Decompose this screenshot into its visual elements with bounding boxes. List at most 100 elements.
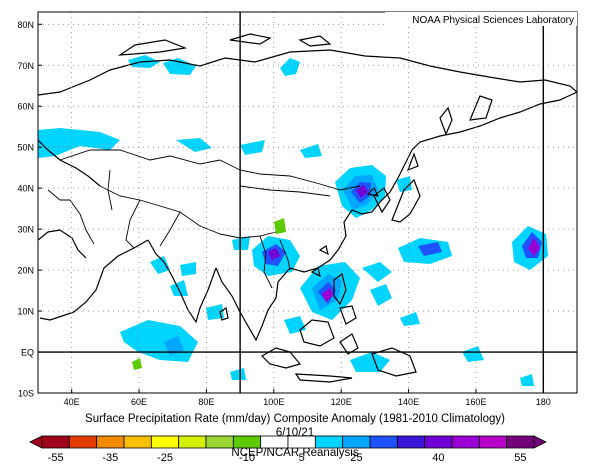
country-border	[107, 169, 113, 211]
coastline	[439, 106, 453, 136]
credit-text: NOAA Physical Sciences Laboratory	[412, 15, 574, 26]
colorbar-label: -55	[48, 452, 64, 464]
coastline	[261, 347, 302, 369]
anomaly-area	[163, 58, 196, 75]
colorbar-swatch	[260, 435, 289, 449]
reference-lines	[38, 12, 577, 393]
colorbar-swatch	[68, 435, 98, 449]
lat-label: 30N	[17, 225, 34, 235]
colorbar-swatch	[205, 435, 234, 449]
lat-label: EQ	[21, 348, 34, 358]
lat-label: 80N	[17, 20, 34, 30]
longitude-labels: 40E 60E 80E 100E 120E 140E 160E 180	[64, 389, 551, 407]
country-border	[259, 235, 273, 289]
country-border	[99, 185, 221, 235]
border-layer	[47, 149, 361, 289]
figure-source: NCEP/NCAR Reanalysis	[231, 447, 358, 459]
anomaly-area	[418, 242, 442, 256]
coastline	[294, 373, 353, 383]
anomaly-area	[232, 236, 250, 250]
anomaly-area	[206, 304, 224, 320]
lat-label: 50N	[17, 143, 34, 153]
lat-label: 20N	[17, 266, 34, 276]
anomaly-area	[400, 312, 420, 326]
anomaly-area	[274, 218, 286, 234]
colorbar-label: 25	[350, 452, 362, 464]
country-border	[239, 185, 331, 197]
colorbar-swatch	[41, 435, 70, 449]
anomaly-area	[38, 128, 120, 158]
country-border	[125, 199, 141, 249]
anomaly-area	[280, 58, 300, 76]
colorbar-swatch	[150, 435, 180, 449]
coastline	[298, 35, 332, 47]
anomaly-area	[370, 284, 392, 306]
lon-label: 120E	[331, 397, 352, 407]
anomaly-area	[164, 336, 184, 356]
colorbar-swatch	[396, 435, 426, 449]
anomaly-area	[284, 316, 306, 334]
colorbar	[29, 435, 547, 449]
colorbar-left-arrow	[29, 435, 43, 449]
figure-title: Surface Precipitation Rate (mm/day) Comp…	[85, 413, 505, 425]
colorbar-label: 55	[514, 452, 526, 464]
anomaly-area	[300, 144, 322, 158]
anomaly-area	[268, 248, 280, 260]
colorbar-swatch	[451, 435, 480, 449]
coastline	[391, 178, 421, 223]
coastline	[229, 33, 272, 45]
colorbar-right-arrow	[533, 435, 547, 449]
map-frame	[37, 11, 578, 394]
country-border	[159, 211, 181, 247]
coastline	[147, 239, 217, 324]
lat-label: 60N	[17, 102, 34, 112]
anomaly-area	[120, 320, 198, 362]
lon-label: 180	[536, 397, 551, 407]
country-border	[279, 239, 291, 271]
colorbar-label: 5	[299, 452, 305, 464]
anomaly-area	[132, 358, 142, 370]
coastline	[339, 305, 357, 325]
anomaly-area	[322, 288, 333, 302]
coastline	[406, 152, 419, 172]
coastline	[318, 245, 329, 256]
precipitation-anomaly-layer	[38, 55, 548, 386]
colorbar-swatch	[287, 435, 316, 449]
coastline	[333, 272, 347, 306]
colorbar-swatch	[232, 435, 262, 449]
coastline	[469, 95, 493, 121]
colorbar-swatch	[342, 435, 371, 449]
coastline	[371, 347, 417, 377]
colorbar-label: -35	[102, 452, 118, 464]
anomaly-area	[170, 280, 188, 296]
lat-label: 10S	[18, 389, 34, 399]
colorbar-swatch	[478, 435, 508, 449]
colorbar-swatch	[123, 435, 152, 449]
coastline	[117, 39, 188, 56]
lon-label: 40E	[64, 397, 80, 407]
lon-label: 160E	[465, 397, 486, 407]
gridlines	[38, 12, 577, 394]
coastline	[219, 307, 229, 321]
colorbar-swatch	[96, 435, 125, 449]
colorbar-labels: -55 -35 -25 -10 5 25 40 55	[48, 452, 527, 464]
country-border	[47, 189, 70, 201]
anomaly-area	[176, 138, 212, 152]
coastline	[38, 49, 577, 96]
lon-label: 100E	[263, 397, 284, 407]
coastline	[373, 187, 391, 214]
coastline-layer	[38, 33, 577, 383]
coastline	[39, 239, 149, 321]
coastline	[38, 229, 87, 259]
coastline	[38, 139, 101, 187]
country-border	[219, 231, 277, 239]
lon-label: 60E	[131, 397, 147, 407]
lat-label: 40N	[17, 184, 34, 194]
anomaly-area	[180, 262, 196, 276]
colorbar-swatch	[314, 435, 344, 449]
lon-label: 140E	[398, 397, 419, 407]
colorbar-label: 40	[432, 452, 444, 464]
anomaly-area	[362, 262, 392, 282]
colorbar-swatch	[424, 435, 453, 449]
